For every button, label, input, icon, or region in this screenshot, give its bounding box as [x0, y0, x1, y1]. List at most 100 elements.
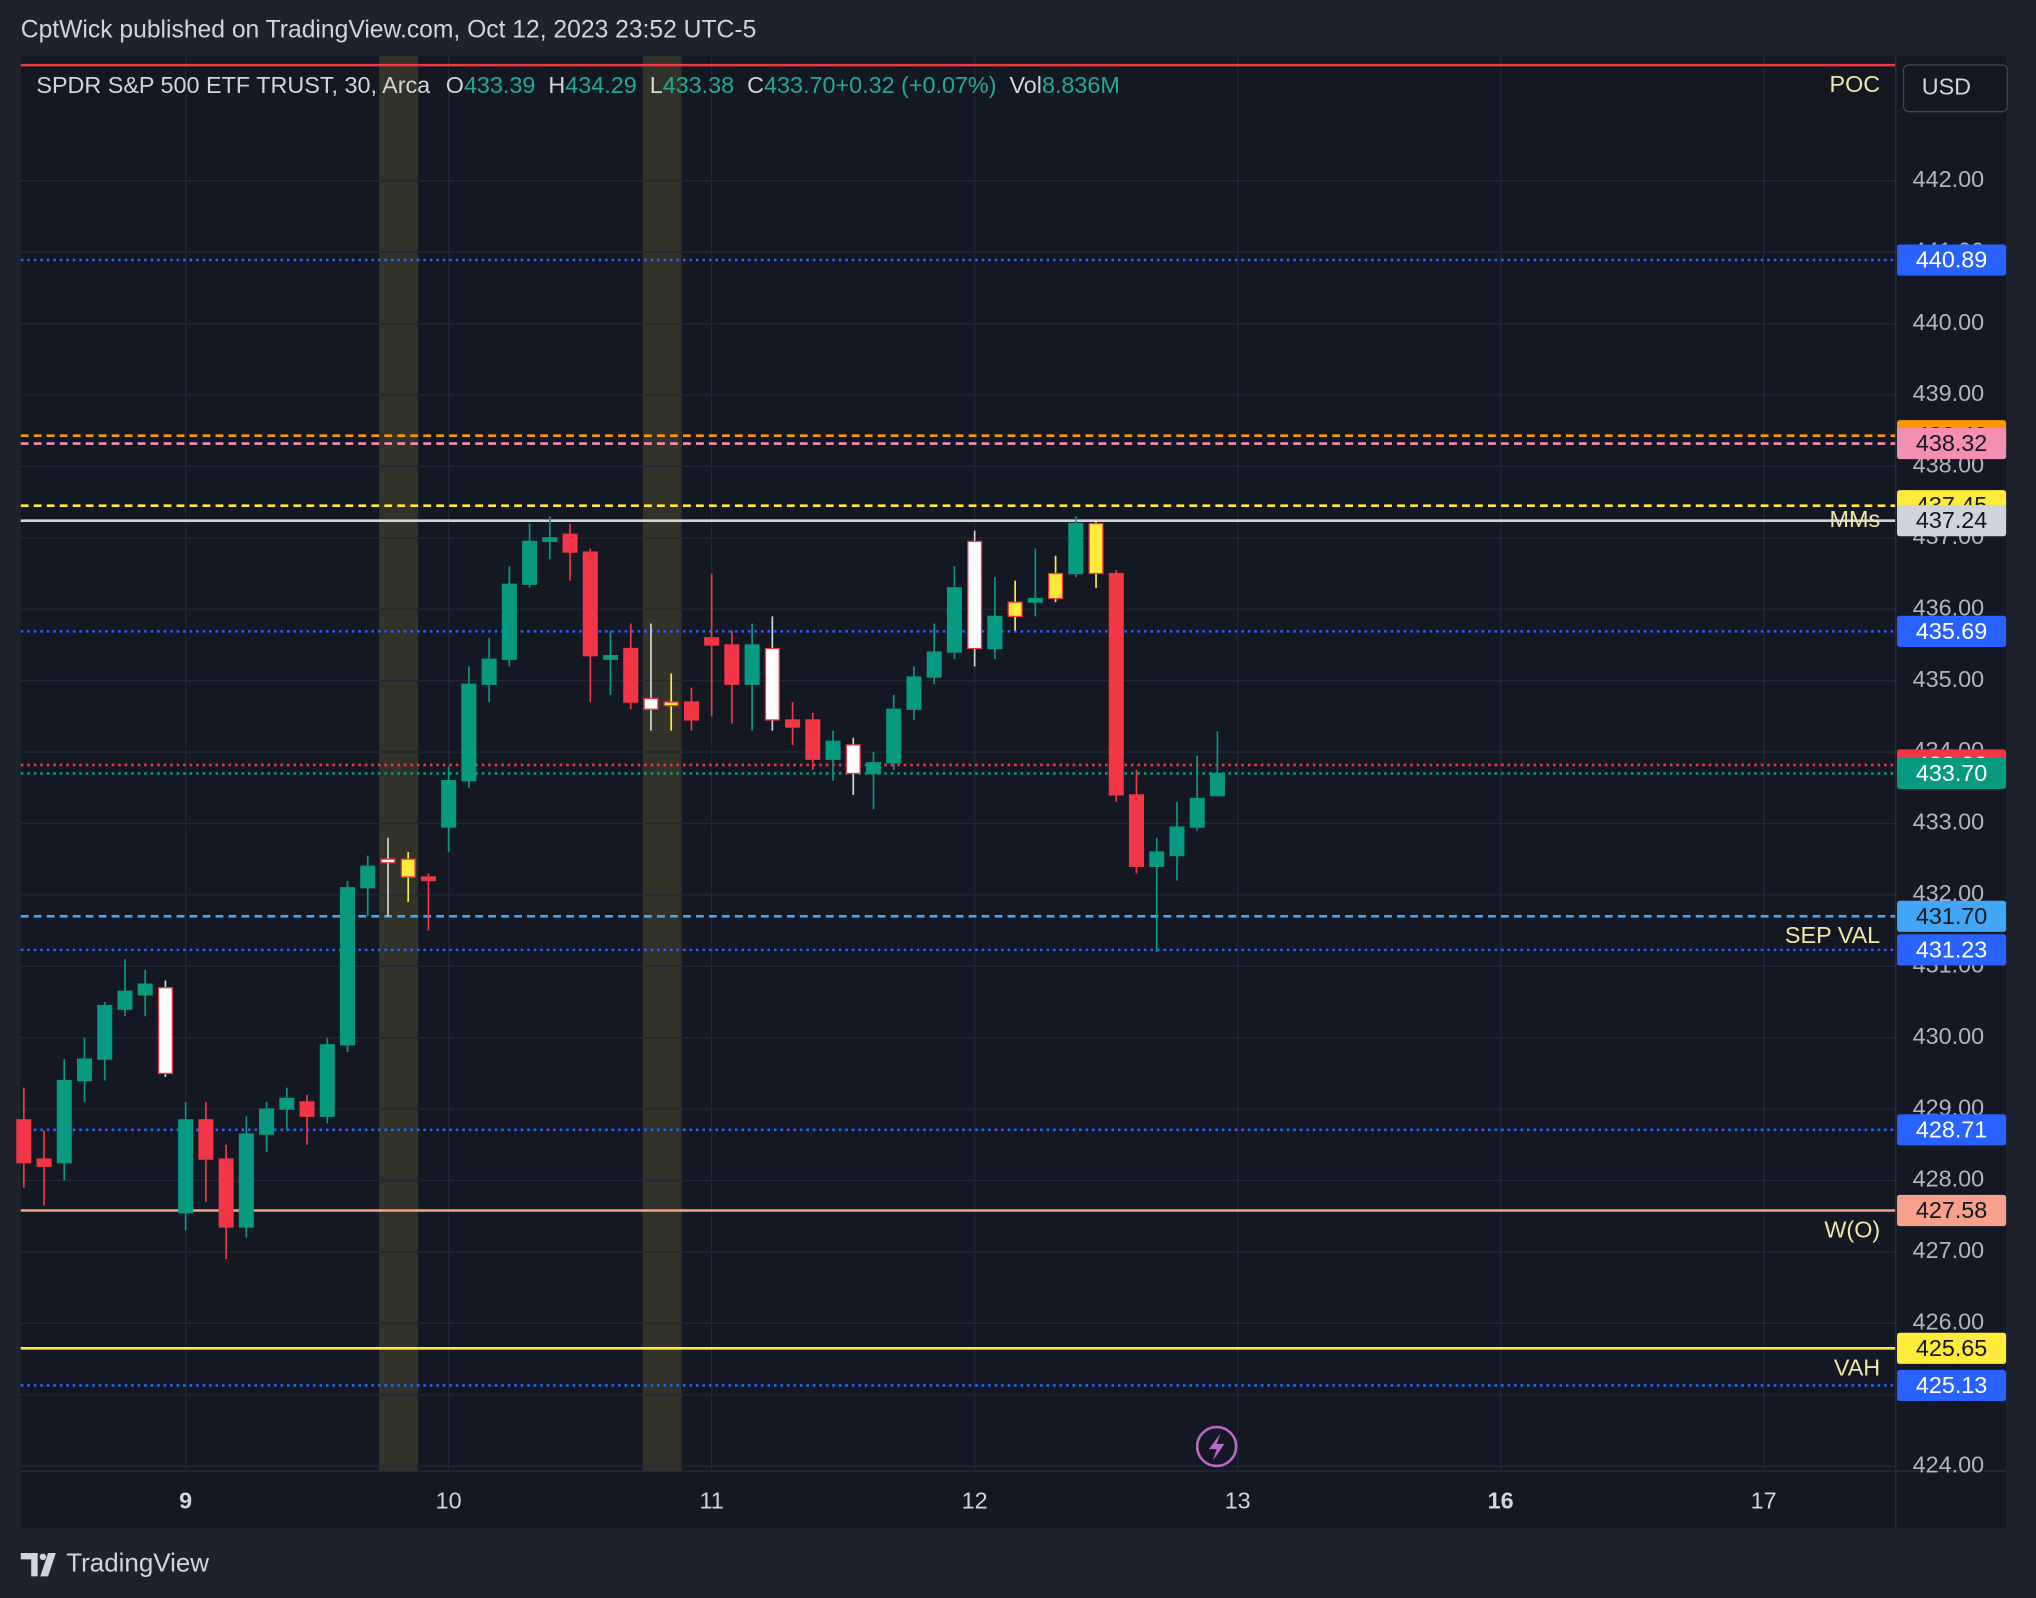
y-tick-label: 430.00 [1913, 1023, 1984, 1049]
price-tag-label: 438.32 [1916, 430, 1987, 456]
candle-body [76, 1058, 93, 1082]
candles [16, 516, 1225, 1260]
y-tick-label: 427.00 [1913, 1237, 1984, 1263]
y-tick-label: 433.00 [1913, 809, 1984, 835]
legend-key: Vol [1009, 72, 1041, 98]
candle-body [1088, 522, 1104, 575]
candle-body [987, 615, 1003, 650]
candle-body [339, 887, 356, 1046]
candle-body [542, 537, 558, 543]
price-tag-label: 435.69 [1916, 618, 1987, 644]
candle-body [117, 990, 133, 1010]
legend-value: 8.836M [1042, 72, 1120, 98]
brand: TradingView [66, 1547, 209, 1577]
price-tag [1897, 1114, 2007, 1146]
candle-body [360, 865, 376, 889]
price-tag [1897, 1194, 2007, 1227]
y-tick-label: 440.00 [1913, 309, 1984, 335]
price-tag [1897, 900, 2007, 932]
currency-button[interactable] [1902, 64, 2009, 113]
legend-key: H [548, 72, 565, 98]
x-tick-label: 17 [1751, 1487, 1777, 1513]
event-icon[interactable] [1195, 1425, 1238, 1468]
level-label: VAH [1834, 1354, 1880, 1380]
candle-body [319, 1044, 335, 1117]
candle-body [1108, 572, 1124, 796]
candle-body [299, 1101, 315, 1117]
grid [20, 55, 1896, 1472]
price-tag-label: 431.70 [1916, 903, 1987, 929]
candle-body [218, 1158, 234, 1228]
candle-body [704, 637, 720, 646]
symbol: SPDR S&P 500 ETF TRUST, 30, Arca [36, 72, 430, 98]
candle-body [926, 651, 942, 678]
y-tick-label: 424.00 [1913, 1451, 1984, 1477]
legend-value: 433.39 [464, 72, 535, 98]
candle-body [946, 587, 962, 653]
candle-body [643, 697, 659, 710]
price-tag-label: 431.23 [1916, 936, 1987, 962]
candle-body [137, 983, 153, 996]
candle-body [1048, 572, 1064, 600]
candle-body [582, 551, 598, 657]
event-icon-bolt [1208, 1433, 1225, 1461]
candle-body [825, 740, 841, 760]
candle-body [886, 708, 902, 764]
price-tag [1897, 757, 2007, 790]
candle-body [1068, 522, 1084, 575]
x-tick-label: 9 [179, 1487, 192, 1513]
level-label: POC [1830, 71, 1881, 97]
candle-body [805, 719, 821, 760]
candle-body [259, 1108, 275, 1135]
chart-pane [20, 55, 2007, 1529]
y-tick-label: 435.00 [1913, 666, 1984, 692]
price-tag [1897, 244, 2007, 276]
price-tag [1897, 505, 2007, 537]
legend-key: O [446, 72, 464, 98]
level-label: MMs [1830, 506, 1881, 532]
candle-body [623, 647, 639, 703]
candle-body [1027, 597, 1043, 603]
candle-body [1169, 826, 1185, 857]
candle-body [461, 683, 477, 782]
candle-body [178, 1119, 194, 1214]
session-band [642, 55, 682, 1472]
price-tag-label: 425.13 [1916, 1372, 1987, 1398]
legend: SPDR S&P 500 ETF TRUST, 30, Arca O433.39 H… [36, 72, 1120, 98]
candle-body [501, 583, 517, 660]
candle-body [1189, 797, 1205, 828]
price-tag [1897, 1369, 2007, 1402]
x-tick-label: 12 [962, 1487, 988, 1513]
price-tag-label: 425.65 [1916, 1335, 1987, 1361]
x-tick-label: 13 [1225, 1487, 1251, 1513]
header: CptWick published on TradingView.com, Oc… [21, 17, 757, 44]
candle-body [97, 1004, 113, 1060]
candle-body [420, 876, 436, 882]
price-tag-label: 427.58 [1916, 1197, 1987, 1223]
y-tick-label: 426.00 [1913, 1308, 1984, 1334]
candle-body [1209, 772, 1225, 797]
candle-body [602, 655, 619, 660]
candle-body [845, 744, 861, 775]
level-label: W(O) [1824, 1216, 1880, 1242]
candle-body [744, 644, 760, 685]
candle-body [400, 858, 416, 878]
legend-key: C [747, 72, 764, 98]
legend-value: +0.32 (+0.07%) [835, 72, 996, 98]
price-tag-label: 433.70 [1916, 760, 1987, 786]
candle-body [380, 858, 396, 864]
candle-body [967, 540, 983, 650]
legend-value: 433.70 [764, 72, 835, 98]
candle-body [764, 647, 780, 721]
candle-body [36, 1158, 52, 1167]
candle-body [724, 644, 740, 685]
x-tick-label: 10 [436, 1487, 462, 1513]
brand-logo-dot [39, 1553, 47, 1561]
price-tag [1897, 934, 2007, 966]
candle-body [663, 701, 679, 707]
legend-key: L [650, 72, 663, 98]
y-tick-label: 439.00 [1913, 380, 1984, 406]
level-label: SEP VAL [1785, 922, 1880, 948]
